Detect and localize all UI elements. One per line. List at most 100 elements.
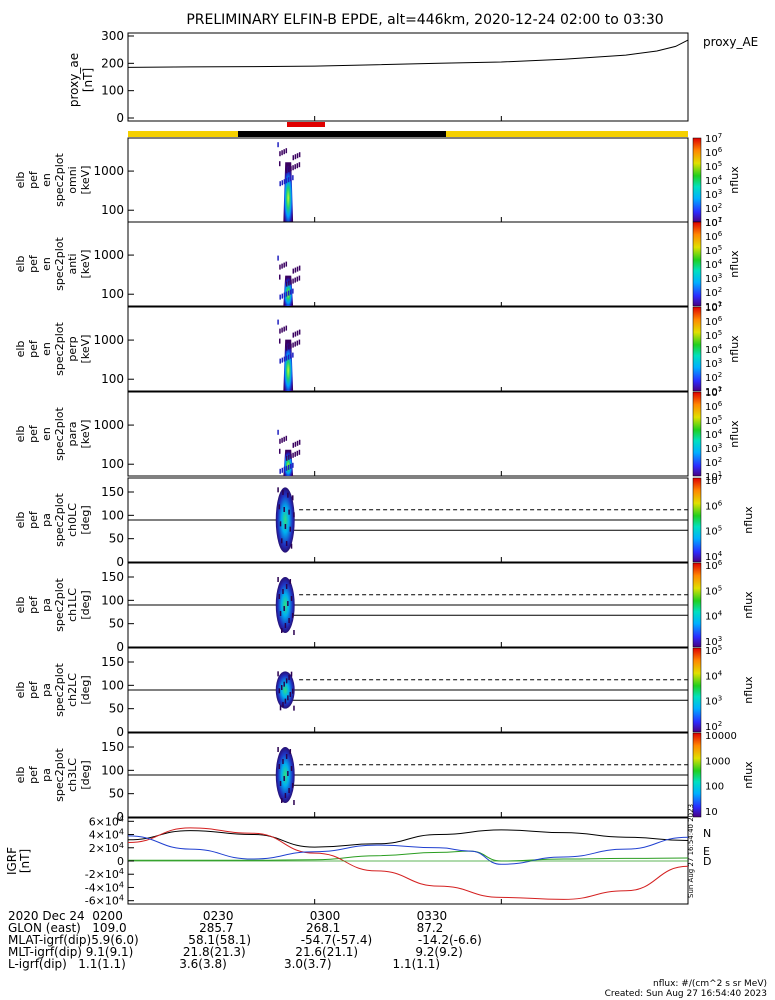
colorbar-tick-label: 103 — [705, 272, 722, 285]
pa-ylabel-word: ch1LC — [66, 588, 79, 622]
energy-panel-frame — [127, 391, 689, 477]
pa-speckle — [279, 705, 282, 711]
energy-speckle — [292, 268, 295, 274]
energy-ylabel-word: spec2plot — [53, 407, 66, 461]
pa-speckle — [290, 766, 293, 771]
energy-speckle — [277, 142, 279, 148]
pa-speckle — [290, 596, 293, 601]
footer-time-row: 2020 Dec 24 0200 0230 0300 0330 — [8, 909, 448, 923]
proxy-ae-tick-label: 300 — [101, 29, 124, 43]
energy-speckle — [281, 263, 283, 269]
igrf-n-line — [127, 829, 689, 848]
proxy-ae-tick-label: 200 — [101, 56, 124, 70]
energy-colorbar — [692, 137, 702, 223]
colorbar-tick-label: 104 — [705, 550, 723, 563]
igrf-tick-label: -2×104 — [85, 867, 124, 881]
pa-speckle — [293, 705, 295, 711]
pa-speckle — [289, 692, 292, 697]
energy-speckle — [292, 155, 295, 161]
pa-speckle — [277, 747, 279, 752]
pa-tick-label: 0 — [116, 725, 124, 739]
pa-speckle — [283, 606, 285, 611]
pa-ylabel-word: ch2LC — [66, 673, 79, 707]
colorbar-tick-label: 102 — [705, 456, 722, 469]
colorbar-tick-label: 105 — [705, 244, 722, 257]
igrf-d-line — [127, 827, 689, 900]
energy-speckle — [292, 278, 294, 284]
pa-ylabel-word: pa — [40, 683, 53, 697]
pa-speckle — [293, 512, 295, 518]
energy-speckle — [286, 455, 288, 461]
energy-speckle — [290, 463, 292, 469]
pa-ylabel-word: spec2plot — [53, 493, 66, 547]
pa-speckle — [288, 618, 290, 623]
energy-speckle — [292, 342, 294, 348]
colorbar-tick-label: 104 — [705, 428, 723, 441]
energy-speckle — [298, 152, 301, 158]
colorbar-tick-label: 107 — [705, 132, 722, 145]
colorbar-tick-label: 107 — [705, 474, 722, 487]
pa-ylabel-word: elb — [14, 597, 27, 614]
colorbar-tick-label: 102 — [705, 286, 722, 299]
pa-speckle — [282, 759, 284, 764]
pa-ylabel-word: elb — [14, 512, 27, 529]
science-zone-red — [287, 122, 325, 127]
pa-speckle — [285, 678, 288, 684]
colorbar-tick-label: 104 — [705, 669, 723, 682]
pa-speckle — [282, 702, 284, 707]
colorbar-tick-label: 105 — [705, 644, 722, 657]
pa-speckle — [284, 698, 287, 704]
energy-ylabel-word: [keV] — [79, 420, 92, 449]
energy-speckle — [279, 161, 281, 167]
pa-ylabel-word: [deg] — [79, 590, 92, 619]
energy-speckle — [285, 291, 288, 297]
pa-colorbar — [692, 562, 702, 648]
energy-speckle — [279, 468, 281, 474]
energy-speckle — [292, 352, 294, 358]
colorbar-tick-label: 103 — [705, 635, 722, 648]
energy-speckle — [287, 354, 290, 360]
pa-tick-label: 150 — [101, 655, 124, 669]
energy-speckle — [283, 326, 285, 332]
igrf-tick-label: -4×104 — [85, 880, 124, 894]
energy-speckle — [286, 168, 288, 174]
pa-tick-label: 150 — [101, 485, 124, 499]
igrf-legend-e: E — [703, 845, 710, 858]
footer-mlat-row: MLAT-igrf(dip)5.9(6.0) 58.1(58.1) -54.7(… — [8, 933, 482, 947]
energy-ylabel-word: omni — [66, 166, 79, 193]
pa-speckle — [287, 492, 289, 498]
colorbar-tick-label: 101 — [705, 470, 722, 483]
pa-speckle — [282, 589, 284, 594]
energy-ylabel-word: [keV] — [79, 335, 92, 364]
energy-speckle — [296, 153, 299, 159]
energy-speckle — [279, 438, 281, 444]
energy-speckle — [294, 341, 296, 347]
energy-speckle — [285, 178, 288, 184]
energy-speckle — [298, 449, 301, 455]
energy-speckle — [285, 355, 288, 361]
pa-ylabel-word: pef — [27, 510, 40, 529]
colorbar-tick-label: 102 — [705, 371, 722, 384]
pa-speckle — [283, 681, 285, 687]
science-zone-yellow-right — [446, 131, 688, 137]
energy-ylabel-word: pef — [27, 254, 40, 273]
energy-speckle — [279, 274, 281, 280]
energy-tick-label: 100 — [101, 287, 124, 301]
proxy-ae-ticks: 0 100 200 300 — [101, 29, 134, 125]
figure-title: PRELIMINARY ELFIN-B EPDE, alt=446km, 202… — [186, 12, 663, 28]
igrf-blue-line — [127, 835, 689, 865]
energy-speckle — [292, 165, 294, 171]
pa-tick-label: 150 — [101, 740, 124, 754]
colorbar-tick-label: 107 — [705, 386, 722, 399]
units-note: nflux: #/(cm^2 s sr MeV) — [653, 979, 767, 989]
energy-speckle — [294, 164, 296, 170]
energy-speckle — [281, 467, 284, 473]
pa-speckle — [279, 611, 282, 616]
pa-ylabel-word: [deg] — [79, 505, 92, 534]
pa-speckle — [292, 783, 294, 788]
